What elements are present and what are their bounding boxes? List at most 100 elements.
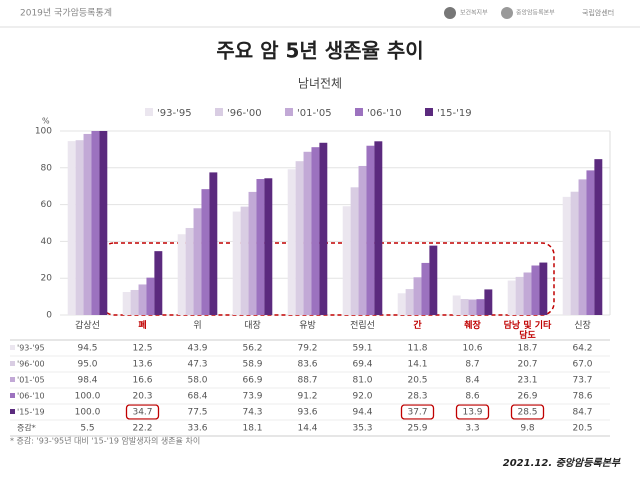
table-cell: 18.1 <box>242 424 262 434</box>
row-label: '15-'19 <box>17 408 45 417</box>
table-cell: 58.0 <box>187 376 207 386</box>
bar <box>193 208 202 315</box>
chart-title: 주요 암 5년 생존율 추이 <box>216 39 423 63</box>
logo: 국립암센터 <box>582 8 614 17</box>
bar <box>413 277 422 315</box>
logo: 보건복지부 <box>460 9 488 17</box>
bar <box>523 272 532 315</box>
table-cell: 73.9 <box>242 392 262 402</box>
source: 2021.12. 중앙암등록본부 <box>503 457 621 469</box>
bar <box>177 234 186 315</box>
cell-highlight <box>125 404 160 420</box>
table-cell: 20.5 <box>572 424 592 434</box>
bar <box>374 141 383 315</box>
y-tick-label: 60 <box>41 200 53 210</box>
row-swatch <box>10 409 15 414</box>
row-swatch <box>10 377 15 382</box>
table-cell: 58.9 <box>242 360 262 370</box>
bar <box>366 145 375 315</box>
bar <box>507 280 516 315</box>
table-cell: 8.4 <box>465 376 480 386</box>
table-cell: 94.5 <box>77 344 97 354</box>
table-cell: 14.1 <box>407 360 427 370</box>
table-cell: 5.5 <box>80 424 94 434</box>
table-cell: 8.6 <box>465 392 480 402</box>
bar <box>146 277 155 315</box>
y-tick-label: 40 <box>41 237 53 247</box>
bar <box>452 295 461 315</box>
table-cell: 83.6 <box>297 360 317 370</box>
bar <box>594 159 603 315</box>
bar <box>578 179 587 315</box>
table-cell: 98.4 <box>77 376 97 386</box>
row-swatch <box>10 361 15 366</box>
bar <box>99 131 108 315</box>
table-cell: 26.9 <box>517 392 537 402</box>
bar <box>468 299 477 315</box>
legend-label: '01-'05 <box>297 108 332 119</box>
table-cell: 74.3 <box>242 408 262 418</box>
bar <box>185 227 194 315</box>
table-cell: 43.9 <box>187 344 207 354</box>
table-cell: 77.5 <box>187 408 207 418</box>
bar <box>303 151 312 315</box>
table-cell: 11.8 <box>407 344 427 354</box>
table-cell: 93.6 <box>297 408 317 418</box>
table-cell: 20.5 <box>407 376 427 386</box>
bar <box>515 276 524 315</box>
x-tick-label: 폐 <box>138 321 147 331</box>
table-cell: 10.6 <box>462 344 482 354</box>
bar <box>460 298 469 315</box>
y-tick-label: 0 <box>46 311 52 321</box>
bar <box>138 284 147 315</box>
row-label: '01-'05 <box>17 376 45 385</box>
bar <box>421 262 430 315</box>
bar <box>201 189 210 315</box>
bar <box>248 191 257 315</box>
table-cell: 81.0 <box>352 376 372 386</box>
table-cell: 78.6 <box>572 392 592 402</box>
bar <box>342 206 351 315</box>
table-cell: 13.6 <box>132 360 152 370</box>
x-tick-label: 유방 <box>299 321 316 331</box>
table-cell: 64.2 <box>572 344 592 354</box>
table-cell: 33.6 <box>187 424 207 434</box>
legend-label: '06-'10 <box>367 108 402 119</box>
chart-subtitle: 남녀전체 <box>298 77 342 91</box>
y-tick-label: 100 <box>35 127 52 137</box>
bar <box>256 179 265 315</box>
table-cell: 92.0 <box>352 392 372 402</box>
legend-swatch <box>145 108 153 116</box>
logo-icon <box>501 7 513 19</box>
cell-highlight <box>455 404 490 420</box>
row-swatch <box>10 393 15 398</box>
highlight-box <box>101 242 555 316</box>
table-cell: 84.7 <box>572 408 592 418</box>
bar <box>586 170 595 315</box>
bar <box>484 289 493 315</box>
table-cell: 23.1 <box>517 376 537 386</box>
table-cell: 69.4 <box>352 360 372 370</box>
row-swatch <box>10 345 15 350</box>
legend-swatch <box>215 108 223 116</box>
x-tick-label: 위 <box>193 321 202 331</box>
bar <box>311 147 320 315</box>
bar <box>539 262 548 315</box>
table-cell: 28.3 <box>407 392 427 402</box>
table-cell: 95.0 <box>77 360 97 370</box>
table-cell: 37.7 <box>407 408 427 418</box>
bar <box>476 299 485 315</box>
bar <box>358 165 367 315</box>
table-cell: 20.7 <box>517 360 537 370</box>
header-text: 2019년 국가암등록통계 <box>20 7 112 19</box>
table-cell: 100.0 <box>75 408 101 418</box>
table-cell: 59.1 <box>352 344 372 354</box>
x-tick-label: 대장 <box>244 321 261 331</box>
cell-highlight <box>400 404 435 420</box>
table-cell: 91.2 <box>297 392 317 402</box>
table-cell: 88.7 <box>297 376 317 386</box>
table-cell: 22.2 <box>132 424 152 434</box>
cell-highlight <box>510 404 545 420</box>
x-tick-label: 담낭 및 기타담도 <box>503 321 552 341</box>
